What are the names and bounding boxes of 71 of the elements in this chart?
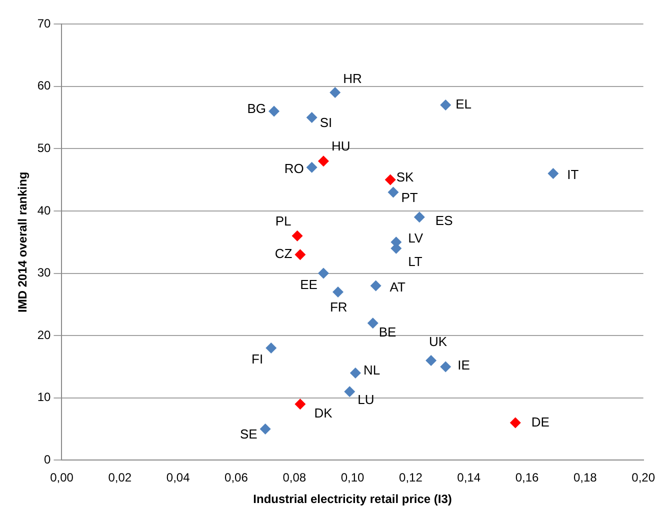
point [440,100,452,111]
point [388,186,399,198]
point [332,286,344,298]
point [292,230,303,242]
point [266,342,277,354]
x-tick-label: 0,04 [166,470,190,485]
annotation: LU [358,392,374,408]
annotation: BE [378,324,397,340]
y-tick-label: 20 [37,328,52,342]
annotation: RO [284,160,304,176]
x-tick-label: 0,16 [515,470,540,485]
point [260,424,271,435]
annotation: EL [456,96,472,112]
point [367,318,378,329]
x-tick-label: 0,02 [108,470,132,485]
annotation: UK [429,334,448,350]
annotation: EE [300,276,318,292]
point [414,212,425,223]
annotation: DE [531,414,550,430]
annotation: AT [390,279,406,294]
point [306,112,318,123]
x-tick-label: 0,00 [50,470,74,485]
annotation: CZ [274,246,292,262]
x-tick-label: 0,18 [573,470,598,485]
x-tick-label: 0,10 [340,470,365,485]
annotation: NL [363,362,380,378]
annotation: HU [331,138,350,154]
y-tick-label: 60 [37,78,52,93]
x-tick-label: 0,20 [632,470,656,485]
point [440,361,452,372]
annotation: SI [320,115,332,130]
annotation: IE [458,357,470,372]
annotation: ES [435,212,454,228]
y-tick-label: 0 [44,452,52,467]
x-tick-label: 0,12 [399,470,423,485]
annotation: SE [240,426,258,442]
y-tick-label: 40 [37,203,52,218]
point [548,168,559,180]
y-tick-label: 30 [37,266,52,280]
point [510,417,521,428]
point [268,106,280,117]
annotation: PT [401,190,418,205]
annotation: PL [275,213,292,228]
point [370,280,382,292]
point [350,367,361,378]
y-tick-label: 10 [37,390,52,404]
point [318,156,329,167]
x-tick-label: 0,14 [457,470,481,485]
y-axis-title: IMD 2014 overall ranking [16,172,30,312]
annotation: HR [343,71,362,86]
y-tick-label: 50 [37,140,52,155]
annotation: BG [247,100,266,116]
point [384,174,396,186]
annotation: FR [330,300,348,315]
point [426,354,437,366]
point [330,87,341,98]
x-tick-label: 0,06 [224,470,248,485]
annotation: SK [396,169,414,184]
x-axis-title: Industrial electricity retail price (I3) [253,492,452,506]
point [294,249,306,260]
y-tick-label: 70 [37,16,52,30]
x-tick-label: 0,08 [282,470,306,485]
point [294,398,306,410]
annotation: FI [252,352,264,367]
annotation: LT [408,254,422,269]
point [306,162,318,173]
point [318,268,329,279]
annotation: DK [314,406,333,421]
annotation: LV [408,230,424,246]
point [344,386,356,398]
annotation: IT [567,167,579,182]
